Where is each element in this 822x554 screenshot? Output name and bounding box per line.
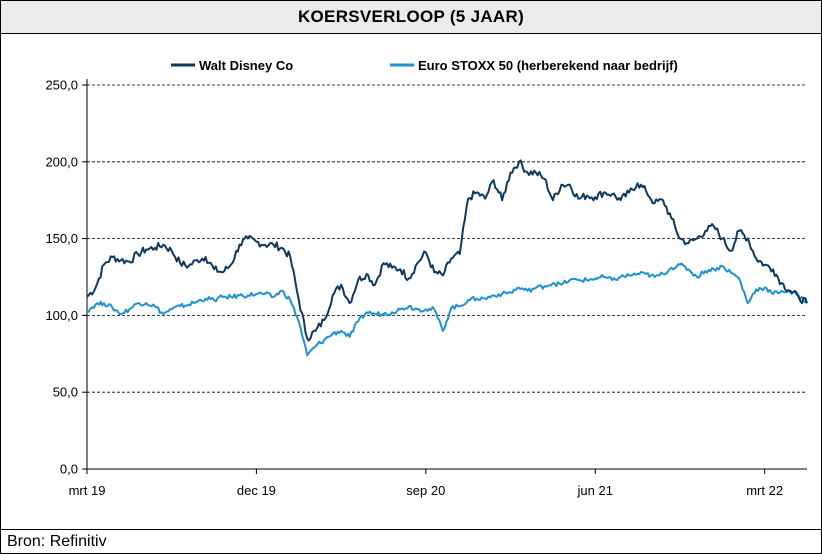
series-line-euro-stoxx	[86, 262, 808, 357]
legend-label: Euro STOXX 50 (herberekend naar bedrijf)	[418, 58, 678, 73]
x-tick-label: sep 20	[406, 483, 445, 498]
y-tick-label: 0,0	[60, 462, 78, 477]
chart-title: KOERSVERLOOP (5 JAAR)	[297, 7, 525, 26]
y-tick-label: 250,0	[45, 78, 78, 93]
x-tick-label: mrt 22	[746, 483, 783, 498]
title-bar: KOERSVERLOOP (5 JAAR)	[1, 1, 821, 34]
y-tick-label: 200,0	[45, 154, 78, 169]
legend-label: Walt Disney Co	[199, 58, 293, 73]
x-axis: mrt 19 dec 19 sep 20 jun 21 mrt 22	[69, 468, 807, 498]
y-axis: 0,0 50,0 100,0 150,0 200,0 250,0	[45, 78, 88, 477]
series-layer	[86, 159, 808, 357]
y-tick-label: 100,0	[45, 308, 78, 323]
legend-item-euro-stoxx: Euro STOXX 50 (herberekend naar bedrijf)	[390, 58, 678, 73]
source-text: Bron: Refinitiv	[7, 532, 107, 550]
series-line-walt-disney	[86, 159, 808, 342]
y-tick-label: 150,0	[45, 231, 78, 246]
x-tick-label: mrt 19	[69, 483, 106, 498]
y-tick-label: 50,0	[53, 385, 78, 400]
source-bar: Bron: Refinitiv	[1, 529, 821, 553]
gridlines	[87, 84, 807, 393]
legend-item-walt-disney: Walt Disney Co	[171, 58, 293, 73]
legend: Walt Disney Co Euro STOXX 50 (herberekend…	[171, 58, 678, 73]
x-tick-label: dec 19	[237, 483, 276, 498]
x-tick-label: jun 21	[577, 483, 613, 498]
line-chart: 0,0 50,0 100,0 150,0 200,0 250,0 mrt 19 dec 19…	[45, 58, 808, 498]
